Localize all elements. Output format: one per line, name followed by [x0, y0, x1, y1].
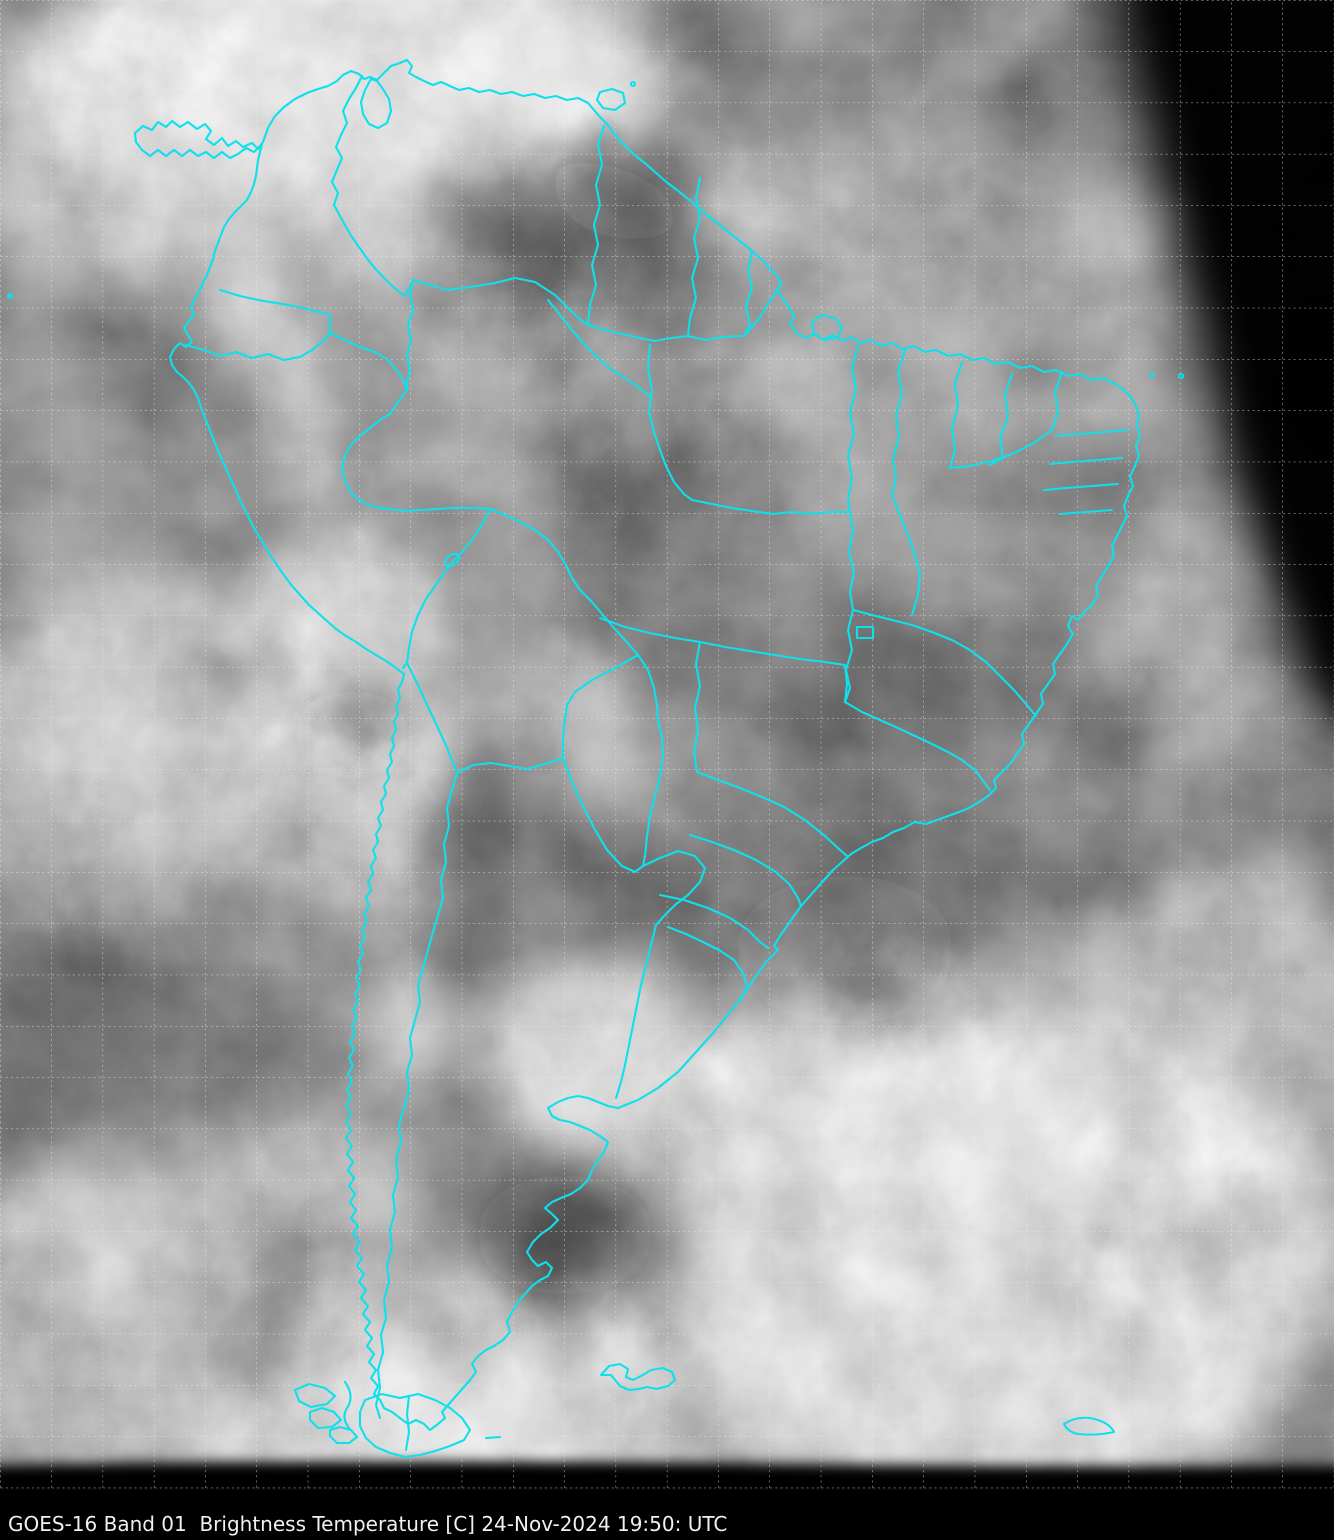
- caption-bar: GOES-16 Band 01 Brightness Temperature […: [0, 1490, 1334, 1540]
- state-border-distrito-federal: [855, 625, 875, 640]
- coastline-south-america: [133, 58, 1142, 1432]
- state-border-ne-h1: [1054, 428, 1130, 438]
- border-colombia-venezuela: [330, 74, 415, 298]
- island-isla-de-los-estados: [484, 1435, 502, 1440]
- border-venezuela-brazil: [411, 276, 590, 327]
- border-ecuador-colombia: [218, 288, 332, 335]
- island-fernando-de-noronha: [1177, 372, 1185, 380]
- border-ecuador-peru: [184, 331, 332, 362]
- state-border-parana-santacatarina: [688, 833, 803, 908]
- islets-fuegian-archipelago: [293, 1380, 359, 1445]
- state-border-piaui-ceara: [948, 360, 964, 470]
- island-tobago: [629, 80, 637, 88]
- border-colombia-brazil: [405, 278, 415, 392]
- border-suriname-brazil: [686, 334, 746, 342]
- border-bolivia-chile: [405, 661, 459, 775]
- border-colombia-peru: [328, 331, 409, 392]
- state-border-bahia-minas: [851, 608, 1038, 718]
- border-paraguay-brazil: [636, 653, 665, 868]
- state-border-ne-h4: [1058, 508, 1114, 516]
- island-trinidad: [595, 87, 627, 112]
- border-tierra-del-fuego: [404, 1394, 411, 1452]
- state-border-matogrosso-south: [598, 616, 849, 704]
- lake-titicaca: [443, 552, 461, 568]
- state-border-saopaulo-parana: [695, 770, 849, 858]
- border-chile-argentina: [374, 771, 459, 1420]
- border-frenchguiana-brazil: [742, 282, 783, 338]
- state-border-minas-saopaulo: [843, 700, 992, 792]
- island-tierra-del-fuego: [358, 1392, 472, 1459]
- islet-atol-das-rocas: [1149, 372, 1155, 378]
- satellite-map-svg: [0, 0, 1334, 1490]
- state-border-ne-h2: [1048, 456, 1124, 466]
- border-argentina-uruguay: [614, 923, 658, 1100]
- border-suriname-frenchguiana: [742, 250, 754, 338]
- lake-maracaibo: [359, 77, 393, 130]
- caption-text: GOES-16 Band 01 Brightness Temperature […: [8, 1512, 728, 1536]
- border-argentina-brazil: [641, 849, 707, 927]
- state-border-amazonas-para: [646, 343, 694, 502]
- state-border-ms-east: [692, 640, 702, 774]
- border-bolivia-brazil: [488, 507, 640, 657]
- map-borders: [6, 58, 1185, 1459]
- border-bolivia-paraguay: [561, 653, 640, 760]
- state-border-sc-riograndedosul: [658, 893, 770, 950]
- islands-galapagos: [6, 292, 14, 300]
- border-venezuela-guyana: [586, 124, 606, 327]
- state-border-maranhao-piaui: [890, 348, 907, 497]
- islands-falkland: [599, 1362, 677, 1392]
- border-uruguay-brazil: [666, 925, 749, 1003]
- state-border-ne-diagonal: [948, 428, 1054, 470]
- satellite-map: [0, 0, 1334, 1490]
- state-border-ceara-rn: [1050, 370, 1064, 432]
- state-border-ne-h3: [1042, 482, 1120, 492]
- state-border-bahia-piaui: [890, 493, 922, 617]
- state-border-goias-west: [843, 608, 855, 704]
- state-border-ceara-west: [988, 372, 1014, 467]
- island-marajo: [810, 313, 844, 342]
- graticule-gridlines: [0, 0, 1334, 1490]
- border-paraguay-argentina: [561, 756, 645, 874]
- state-border-para-maranhao: [846, 343, 860, 514]
- border-peru-brazil: [340, 388, 492, 513]
- border-bolivia-argentina: [455, 756, 565, 775]
- border-guyana-brazil: [586, 323, 690, 343]
- state-border-tocantins-goias: [847, 510, 856, 612]
- state-border-para-south: [690, 498, 852, 516]
- border-peru-bolivia: [405, 507, 492, 665]
- state-border-roraima-amazonas: [546, 298, 652, 399]
- island-south-georgia: [1062, 1416, 1116, 1436]
- border-guyana-suriname: [686, 176, 702, 338]
